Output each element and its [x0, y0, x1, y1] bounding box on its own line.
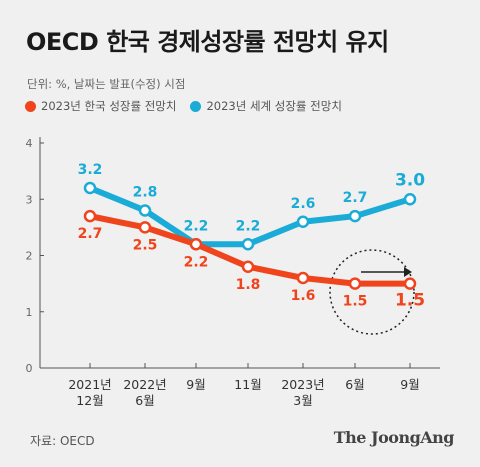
legend-label-world: 2023년 세계 성장률 전망치	[206, 99, 342, 113]
world-data-point	[83, 181, 97, 195]
legend-label-korea: 2023년 한국 성장률 전망치	[41, 99, 177, 113]
korea-data-point	[241, 260, 255, 273]
x-tick-label: 6월	[345, 377, 364, 392]
korea-data-point	[138, 221, 152, 234]
legend-item-korea: 2023년 한국 성장률 전망치	[25, 98, 176, 114]
korea-data-point	[403, 277, 417, 290]
korea-data-label: 1.5	[343, 294, 368, 310]
korea-data-point	[83, 209, 97, 223]
world-data-label: 2.2	[184, 218, 209, 234]
y-tick-label: 4	[26, 137, 33, 150]
korea-data-point	[348, 277, 362, 290]
korea-data-point	[296, 271, 310, 285]
world-data-point	[241, 238, 255, 251]
x-tick-label: 9월	[186, 377, 205, 392]
korea-data-label: 1.5	[395, 291, 425, 311]
world-data-label: 2.6	[291, 196, 316, 212]
legend: 2023년 한국 성장률 전망치 2023년 세계 성장률 전망치	[25, 98, 356, 114]
world-data-label: 2.2	[236, 218, 261, 234]
unit-note: 단위: %, 날짜는 발표(수정) 시점	[27, 77, 186, 91]
x-tick-label: 12월	[76, 393, 103, 408]
world-data-point	[296, 215, 310, 228]
x-tick-label: 2021년	[68, 377, 111, 392]
x-tick-label: 9월	[400, 377, 419, 392]
x-tick-label: 11월	[234, 377, 261, 392]
trend-arrow-head	[404, 267, 412, 277]
x-tick-label: 2022년	[123, 377, 166, 392]
x-tick-label: 2023년	[281, 377, 324, 392]
source-note: 자료: OECD	[30, 434, 95, 448]
x-tick-label: 3월	[293, 393, 312, 408]
y-tick-label: 0	[26, 362, 33, 375]
legend-dot-world	[190, 100, 202, 112]
korea-data-label: 2.7	[78, 226, 103, 242]
world-data-point	[138, 204, 152, 217]
x-tick-label: 6월	[135, 393, 154, 408]
publisher-logo: The JoongAng	[333, 428, 455, 447]
y-tick-label: 2	[26, 250, 33, 263]
highlight-circle	[329, 249, 415, 335]
korea-data-label: 2.5	[133, 237, 158, 253]
korea-data-label: 1.6	[291, 288, 316, 304]
korea-data-label: 2.2	[184, 254, 209, 270]
world-data-label: 2.8	[133, 185, 158, 201]
world-data-label: 3.2	[78, 162, 103, 178]
y-tick-label: 1	[26, 306, 33, 319]
korea-data-point	[189, 238, 203, 251]
world-data-point	[403, 193, 417, 206]
world-data-label: 2.7	[343, 190, 368, 206]
legend-dot-korea	[25, 100, 36, 112]
korea-data-label: 1.8	[236, 277, 261, 293]
legend-item-world: 2023년 세계 성장률 전망치	[190, 98, 342, 114]
world-data-label: 3.0	[395, 170, 425, 190]
chart-title: OECD 한국 경제성장률 전망치 유지	[26, 28, 389, 56]
world-data-point	[348, 209, 362, 223]
y-tick-label: 3	[26, 193, 33, 206]
